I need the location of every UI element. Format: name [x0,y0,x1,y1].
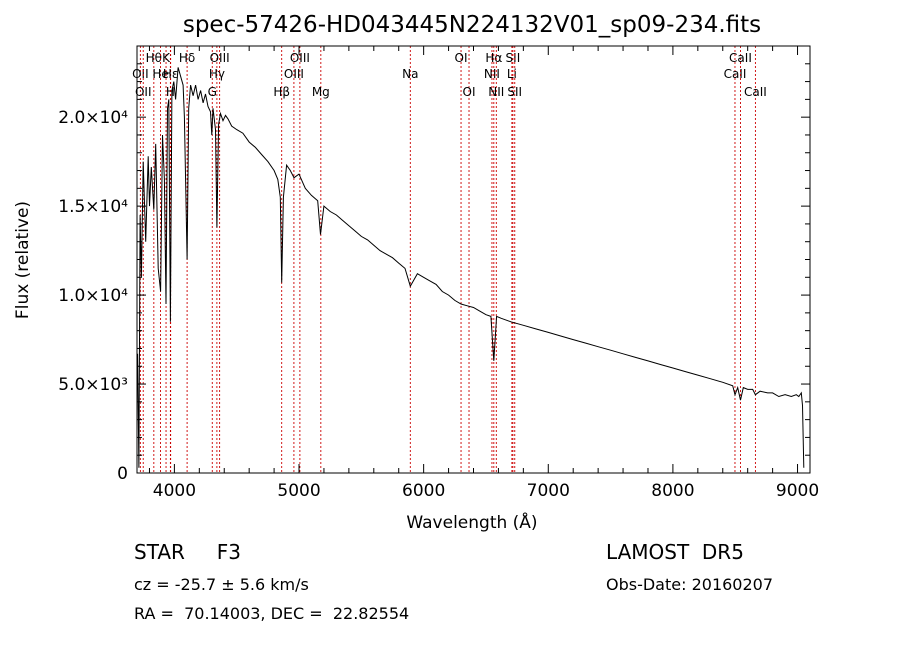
axes: 4000 5000 6000 7000 8000 9000 0 5.0×10³ 1.0×10⁴ 1… [58,46,819,501]
line-marker-label: OIII [210,51,230,65]
redshift-readout: cz = -25.7 ± 5.6 km/s [134,575,309,594]
plot-frame [136,45,811,474]
y-tick-label: 5.0×10³ [58,375,128,395]
line-marker-label: CaII [724,67,747,81]
line-marker-label: He [152,67,168,81]
survey-name: LAMOST DR5 [606,540,744,564]
line-marker-label: OII [135,85,152,99]
line-marker-label: OI [463,85,476,99]
line-marker-label: OII [132,67,149,81]
line-marker-label: K [162,51,171,65]
line-marker-label: G [208,85,217,99]
x-tick-label: 6000 [402,481,445,501]
x-tick-label: 9000 [776,481,819,501]
spectrum-line [137,67,805,468]
line-marker-label: Hα [485,51,502,65]
x-axis-label: Wavelength (Å) [406,511,537,533]
line-marker-label: CaII [729,51,752,65]
line-marker-label: Na [402,67,418,81]
line-marker-label: CaII [744,85,767,99]
line-marker-label: Mg [312,85,330,99]
line-marker-label: NII [488,85,504,99]
line-marker-label: Hθ [146,51,162,65]
y-axis-label: Flux (relative) [13,201,33,319]
object-class: STAR F3 [134,540,241,564]
line-marker-label: Li [507,67,517,81]
coordinates: RA = 70.14003, DEC = 22.82554 [134,604,410,623]
y-tick-label: 1.0×10⁴ [58,286,128,306]
x-tick-label: 4000 [153,481,196,501]
line-marker-label: SII [507,85,522,99]
y-tick-label: 1.5×10⁴ [58,197,128,217]
x-tick-label: 8000 [651,481,694,501]
line-marker-label: SII [506,51,521,65]
line-marker-label: OIII [284,67,304,81]
line-marker-label: Hγ [209,67,225,81]
y-tick-label: 2.0×10⁴ [58,108,128,128]
line-marker-label: NII [484,67,500,81]
line-marker-label: OIII [290,51,310,65]
line-marker-label: OI [455,51,468,65]
chart-title: spec-57426-HD043445N224132V01_sp09-234.f… [183,12,761,38]
line-marker-label: Hδ [179,51,195,65]
obs-date: Obs-Date: 20160207 [606,575,774,594]
line-marker-label: Hε [163,67,179,81]
line-marker-label: Hβ [273,85,290,99]
line-markers: OIIOIIHθHeKHHεHδGHγOIIIHβOIIIOIIIMgNaOIO… [132,46,767,473]
x-tick-label: 7000 [527,481,570,501]
y-tick-label: 0 [117,464,128,484]
x-tick-label: 5000 [277,481,320,501]
